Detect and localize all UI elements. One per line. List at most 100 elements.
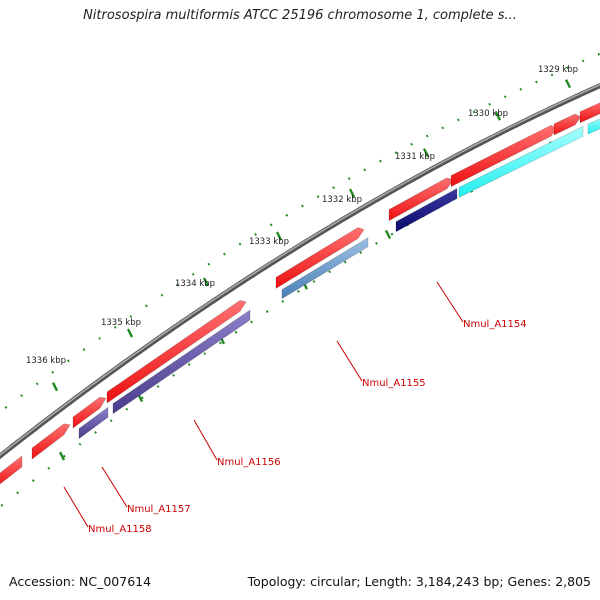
scale-dot [31, 479, 35, 482]
scale-dot [78, 442, 82, 446]
tick-label: 1330 kbp [468, 109, 508, 119]
scale-dot [160, 293, 164, 297]
scale-dot [343, 260, 347, 264]
gene-feature-nmul-a1157[interactable] [78, 406, 109, 440]
scale-dot [581, 59, 585, 63]
scale-dot [379, 159, 382, 163]
gene-label-leader [436, 281, 464, 323]
forward-feature-arrow[interactable] [72, 396, 107, 429]
scale-dot [472, 110, 476, 114]
scale-dot [207, 262, 211, 266]
scale-dot [535, 80, 538, 84]
scale-dot [187, 363, 191, 366]
scale-dot [265, 310, 269, 314]
tick-label: 1334 kbp [175, 279, 215, 289]
gene-feature-nmul-a1154[interactable] [395, 187, 458, 233]
scale-dot [425, 134, 429, 138]
scale-dot [488, 102, 491, 106]
scale-dot [441, 126, 445, 130]
scale-dot [363, 168, 367, 172]
chromosome-backbone-highlight [0, 83, 600, 457]
scale-dot [250, 320, 253, 324]
scale-dot [82, 348, 86, 351]
tick-label: 1333 kbp [249, 237, 289, 247]
tick-label: 1331 kbp [395, 152, 435, 162]
forward-feature-arrow[interactable] [553, 113, 582, 136]
scale-dot [109, 419, 113, 423]
major-tick-mark [422, 148, 430, 158]
forward-feature-arrow[interactable] [275, 227, 365, 289]
scale-dot [172, 374, 175, 377]
scale-dot [597, 52, 600, 56]
chromosome-backbone [0, 82, 600, 460]
scale-dot [125, 407, 129, 411]
major-tick-mark [348, 188, 356, 198]
gene-feature-nmul-a1156[interactable] [112, 309, 251, 415]
tick-label: 1332 kbp [322, 195, 362, 205]
gene-label-leader [193, 419, 218, 461]
scale-dot [550, 73, 554, 77]
major-tick-mark [58, 451, 66, 461]
scale-dot [457, 118, 460, 122]
scale-dot [285, 213, 289, 217]
forward-feature-arrow[interactable] [106, 300, 247, 404]
gene-label-leader [63, 486, 89, 528]
scale-dot [316, 195, 320, 199]
scale-dot [390, 232, 394, 236]
forward-feature-arrow[interactable] [0, 455, 23, 488]
scale-dot [281, 299, 285, 303]
scale-dot [35, 382, 39, 386]
scale-dot [519, 87, 523, 91]
scale-dot [297, 289, 300, 293]
scale-dot [16, 491, 19, 495]
genome-summary-text: Topology: circular; Length: 3,184,243 bp… [247, 574, 591, 589]
scale-dot [254, 233, 257, 236]
scale-dot [269, 223, 273, 227]
scale-dot [4, 406, 8, 409]
scale-dot [176, 283, 179, 287]
cds-feature[interactable] [587, 116, 600, 135]
scale-dot [98, 337, 101, 340]
scale-dot [410, 142, 413, 146]
scale-dot [566, 66, 569, 70]
scale-dot [503, 95, 507, 99]
scale-dot [234, 330, 238, 334]
scale-dot [312, 280, 316, 283]
tick-label: 1329 kbp [538, 65, 578, 75]
scale-dot [375, 241, 378, 245]
tick-label: 1335 kbp [101, 318, 141, 328]
major-tick-mark [564, 79, 572, 89]
scale-dot [67, 359, 70, 363]
scale-dot [20, 394, 23, 397]
forward-feature-arrow[interactable] [31, 423, 71, 460]
accession-text: Accession: NC_007614 [9, 574, 152, 589]
scale-dot [359, 251, 363, 255]
gene-label[interactable]: Nmul_A1155 [362, 378, 426, 389]
scale-dot [332, 186, 335, 190]
scale-dot [129, 315, 133, 318]
scale-dot [51, 370, 55, 374]
scale-dot [145, 304, 148, 308]
map-title: Nitrosospira multiformis ATCC 25196 chro… [83, 8, 517, 23]
scale-dot [0, 503, 4, 507]
scale-dot [238, 242, 242, 246]
major-tick-mark [494, 111, 502, 121]
gene-feature-nmul-a1155[interactable] [281, 237, 369, 300]
scale-dot [328, 270, 331, 274]
gene-label-leader [336, 340, 363, 382]
cds-feature[interactable] [458, 125, 584, 198]
gene-label[interactable]: Nmul_A1157 [127, 504, 191, 515]
forward-feature-arrow[interactable] [388, 177, 454, 222]
gene-label[interactable]: Nmul_A1156 [217, 457, 281, 468]
scale-dot [191, 273, 195, 276]
scale-dot [113, 326, 117, 329]
gene-label[interactable]: Nmul_A1158 [88, 524, 152, 535]
gene-label-leader [101, 466, 128, 508]
major-tick-mark [384, 229, 392, 240]
gene-label[interactable]: Nmul_A1154 [463, 319, 527, 330]
forward-feature-arrow[interactable] [579, 100, 600, 124]
scale-dot [47, 466, 51, 470]
major-tick-mark [51, 382, 59, 392]
